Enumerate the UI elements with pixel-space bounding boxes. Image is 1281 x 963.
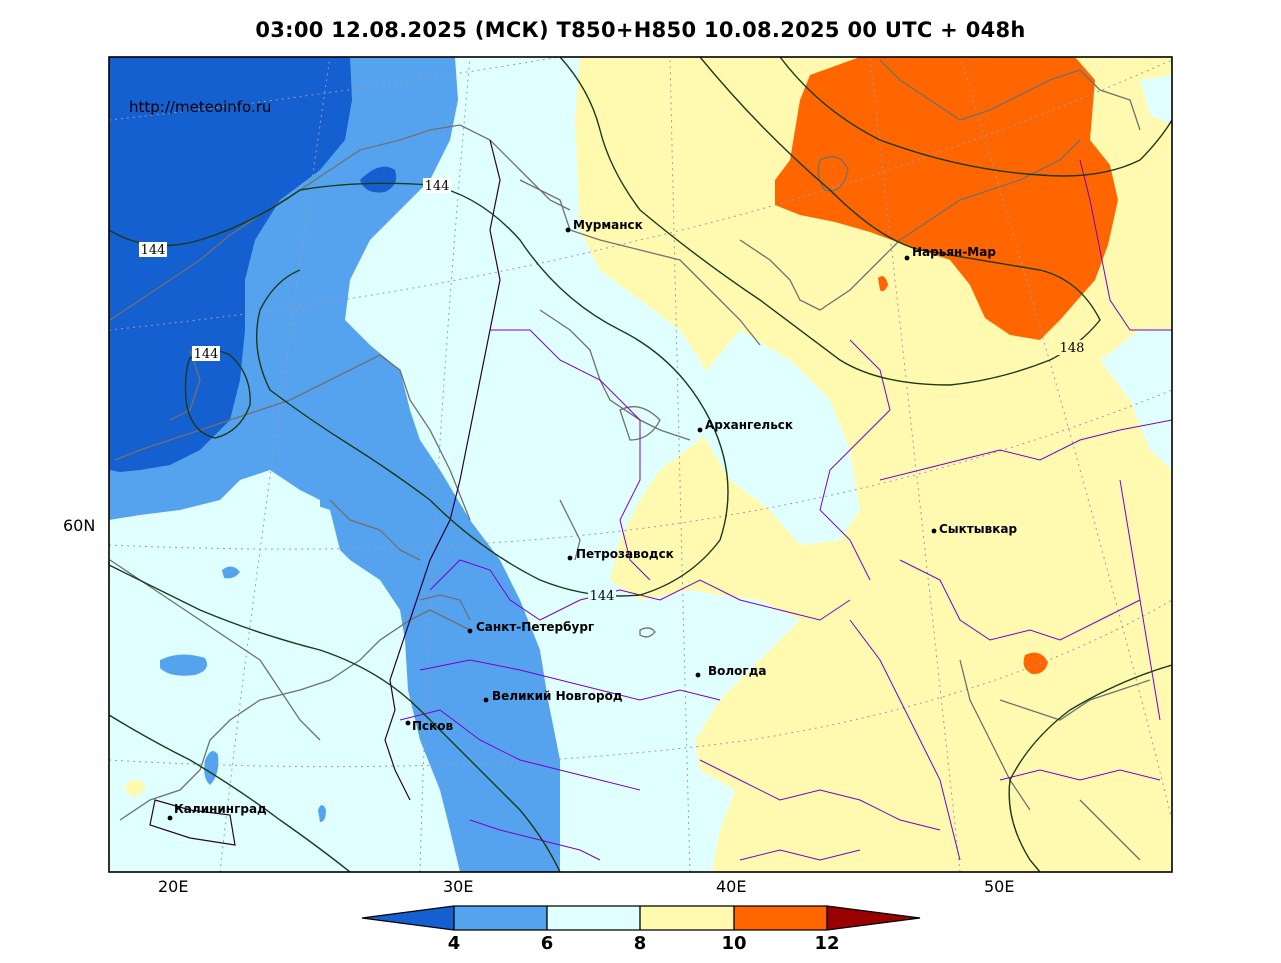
country-borders <box>149 139 501 846</box>
temp-band-below-4-spot <box>360 166 397 193</box>
city-pskov: Псков <box>412 719 454 733</box>
isohypse-label: 144 <box>141 243 166 258</box>
city-marker <box>931 528 937 534</box>
colorbar: 4 6 8 10 12 <box>361 905 921 954</box>
temp-band-10-12-dot <box>878 276 888 292</box>
graticule <box>109 57 1172 872</box>
city-marker <box>567 555 573 561</box>
colorbar-4-6 <box>454 906 547 930</box>
temp-band-8-10-sw-spot <box>124 780 146 797</box>
colorbar-6-8 <box>547 906 640 930</box>
temp-band-6-8-ne-pocket <box>1100 330 1172 470</box>
city-arkhangelsk: Архангельск <box>705 418 793 432</box>
city-saint-petersburg: Санкт-Петербург <box>476 620 594 634</box>
city-marker <box>483 697 489 703</box>
colorbar-below-4 <box>362 906 454 930</box>
temp-band-4-6-spot-2 <box>204 751 219 785</box>
lon-tick-50e: 50E <box>984 877 1015 896</box>
map-title: 03:00 12.08.2025 (МСК) T850+H850 10.08.2… <box>255 18 1026 42</box>
temp-band-4-6-baltic-spot <box>160 654 208 676</box>
city-naryan-mar: Нарьян-Мар <box>912 245 996 259</box>
temp-band-6-8-east-pocket <box>690 330 860 545</box>
admin-borders <box>399 159 1172 861</box>
lat-tick-60n: 60N <box>63 516 96 535</box>
city-marker <box>467 628 473 634</box>
colorbar-8-10 <box>640 906 734 930</box>
city-syktyvkar: Сыктывкар <box>939 522 1017 536</box>
city-marker <box>565 227 571 233</box>
lon-tick-30e: 30E <box>443 877 474 896</box>
colorbar-tick: 6 <box>541 933 554 954</box>
temp-band-10-12-small <box>1023 652 1048 675</box>
lon-tick-40e: 40E <box>716 877 747 896</box>
city-marker <box>167 815 173 821</box>
colorbar-above-12 <box>827 906 920 930</box>
city-marker <box>405 720 411 726</box>
city-veliky-novgorod: Великий Новгород <box>492 689 623 703</box>
city-kaliningrad: Калининград <box>174 802 267 816</box>
temp-band-4-6-spot-3 <box>318 805 326 822</box>
map-frame <box>108 56 1173 873</box>
colorbar-tick: 4 <box>448 933 461 954</box>
cities: Мурманск Нарьян-Мар Архангельск Сыктывка… <box>167 218 1017 821</box>
colorbar-tick: 8 <box>634 933 647 954</box>
city-petrozavodsk: Петрозаводск <box>576 547 674 561</box>
colorbar-10-12 <box>734 906 827 930</box>
temp-band-6-8-ne-top <box>1140 75 1172 125</box>
isohypse-labels: 144 144 144 144 148 <box>139 178 1086 604</box>
colorbar-tick: 10 <box>721 933 746 954</box>
temp-band-6-8-west-pocket <box>260 500 340 590</box>
source-url: http://meteoinfo.ru <box>129 98 271 116</box>
city-marker <box>695 672 701 678</box>
temp-band-4-6-spot-4 <box>222 566 240 579</box>
colorbar-tick: 12 <box>814 933 839 954</box>
isohypse-label: 148 <box>1060 341 1085 356</box>
city-marker <box>904 255 910 261</box>
coastlines <box>109 59 1151 861</box>
lon-tick-20e: 20E <box>158 877 189 896</box>
isohypse-label: 144 <box>590 589 615 604</box>
city-marker <box>697 427 703 433</box>
city-vologda: Вологда <box>708 664 766 678</box>
city-murmansk: Мурманск <box>573 218 643 232</box>
isohypse-label: 144 <box>194 347 219 362</box>
temp-band-below-4 <box>109 57 352 472</box>
isohypse-label: 144 <box>425 179 450 194</box>
isohypses <box>109 57 1172 872</box>
